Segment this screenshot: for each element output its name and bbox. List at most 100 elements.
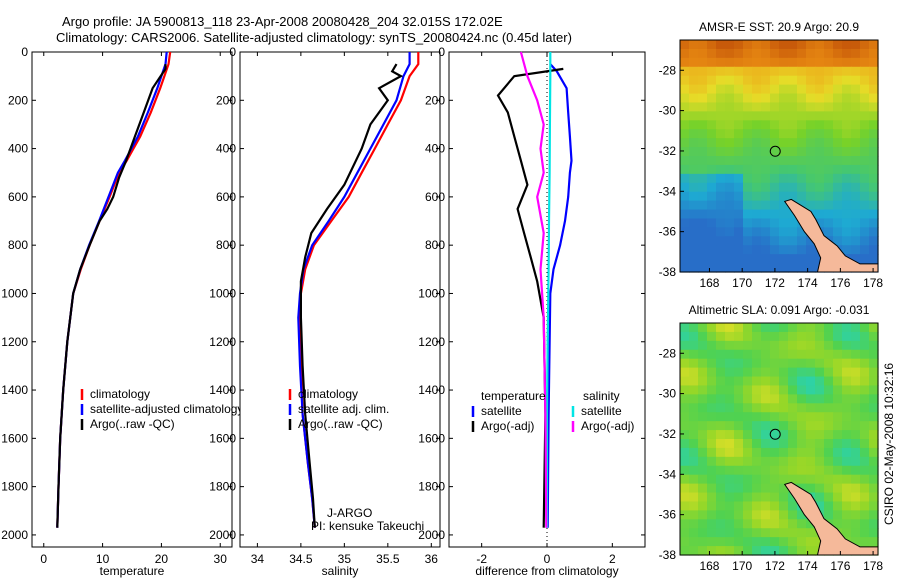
heatmap-cell (770, 200, 780, 211)
series-line-argo-raw-qc- (299, 63, 404, 528)
heatmap-cell (698, 537, 708, 547)
heatmap-cell (824, 376, 834, 387)
heatmap-cell (788, 209, 798, 220)
x-tick-label: 172 (765, 559, 785, 573)
heatmap-cell (707, 394, 717, 404)
heatmap-cell (851, 519, 861, 529)
heatmap-cell (752, 111, 762, 121)
heatmap-cell (851, 48, 861, 59)
heatmap-cell (698, 385, 708, 395)
heatmap-cell (707, 483, 717, 494)
heatmap-cell (833, 465, 843, 476)
heatmap-cell (869, 40, 879, 50)
heatmap-cell (824, 492, 834, 503)
heatmap-cell (797, 57, 807, 68)
heatmap-cell (797, 323, 807, 333)
heatmap-cell (680, 129, 690, 139)
heatmap-cell (815, 200, 825, 211)
heatmap-cell (815, 331, 825, 342)
heatmap-cell (842, 447, 852, 458)
heatmap-cell (761, 323, 771, 333)
heatmap-cell (770, 546, 780, 556)
heatmap-cell (770, 474, 780, 485)
heatmap-cell (698, 376, 708, 387)
heatmap-cell (842, 227, 852, 237)
heatmap-cell (797, 147, 807, 157)
heatmap-cell (860, 501, 870, 511)
heatmap-cell (824, 474, 834, 485)
heatmap-cell (734, 483, 744, 494)
heatmap-cell (806, 349, 816, 360)
heatmap-cell (716, 84, 726, 95)
heatmap-cell (779, 173, 789, 184)
heatmap-cell (698, 173, 708, 184)
heatmap-cell (788, 456, 798, 467)
heatmap-cell (779, 263, 789, 273)
heatmap-cell (815, 474, 825, 485)
x-tick-label: 174 (798, 276, 818, 290)
heatmap-cell (842, 156, 852, 166)
heatmap-cell (797, 40, 807, 50)
heatmap-cell (716, 358, 726, 369)
heatmap-cell (779, 537, 789, 547)
heatmap-cell (725, 75, 735, 86)
heatmap-cell (689, 75, 699, 86)
heatmap-cell (833, 182, 843, 193)
heatmap-cell (860, 102, 870, 112)
heatmap-cell (842, 430, 852, 440)
heatmap-cell (824, 447, 834, 458)
heatmap-cell (806, 376, 816, 387)
heatmap-cell (680, 447, 690, 458)
heatmap-cell (788, 84, 798, 95)
heatmap-cell (689, 263, 699, 273)
heatmap-cell (680, 340, 690, 351)
heatmap-cell (770, 519, 780, 529)
heatmap-cell (698, 501, 708, 511)
heatmap-cell (842, 474, 852, 485)
heatmap-cell (707, 120, 717, 130)
heatmap-cell (806, 48, 816, 59)
heatmap-cell (788, 331, 798, 342)
heatmap-cell (707, 182, 717, 193)
heatmap-cell (716, 48, 726, 59)
heatmap-cell (806, 191, 816, 202)
heatmap-cell (725, 227, 735, 237)
heatmap-cell (680, 430, 690, 440)
heatmap-cell (842, 236, 852, 246)
heatmap-cell (725, 164, 735, 175)
heatmap-cell (734, 546, 744, 556)
heatmap-cell (824, 156, 834, 166)
heatmap-cell (743, 385, 753, 395)
heatmap-cell (833, 191, 843, 202)
heatmap-cell (761, 519, 771, 529)
heatmap-cell (851, 349, 861, 360)
heatmap-cell (842, 200, 852, 211)
heatmap-cell (869, 156, 879, 166)
heatmap-cell (833, 129, 843, 139)
heatmap-cell (680, 147, 690, 157)
heatmap-cell (833, 218, 843, 228)
y-tick-label: 0 (21, 45, 28, 59)
heatmap-cell (851, 129, 861, 139)
heatmap-cell (761, 164, 771, 175)
heatmap-cell (779, 40, 789, 50)
heatmap-cell (698, 439, 708, 449)
heatmap-cell (851, 102, 861, 112)
heatmap-cell (833, 93, 843, 104)
heatmap-cell (761, 75, 771, 86)
heatmap-cell (788, 57, 798, 68)
heatmap-cell (779, 182, 789, 193)
heatmap-cell (707, 200, 717, 211)
x-tick-label: 20 (155, 552, 169, 566)
heatmap-cell (815, 340, 825, 351)
heatmap-cell (869, 501, 879, 511)
heatmap-cell (770, 66, 780, 77)
heatmap-cell (869, 111, 879, 121)
heatmap-cell (761, 385, 771, 395)
heatmap-cell (788, 528, 798, 538)
heatmap-cell (698, 40, 708, 50)
heatmap-cell (842, 501, 852, 511)
heatmap-cell (752, 173, 762, 184)
heatmap-cell (689, 501, 699, 511)
heatmap-cell (680, 528, 690, 538)
